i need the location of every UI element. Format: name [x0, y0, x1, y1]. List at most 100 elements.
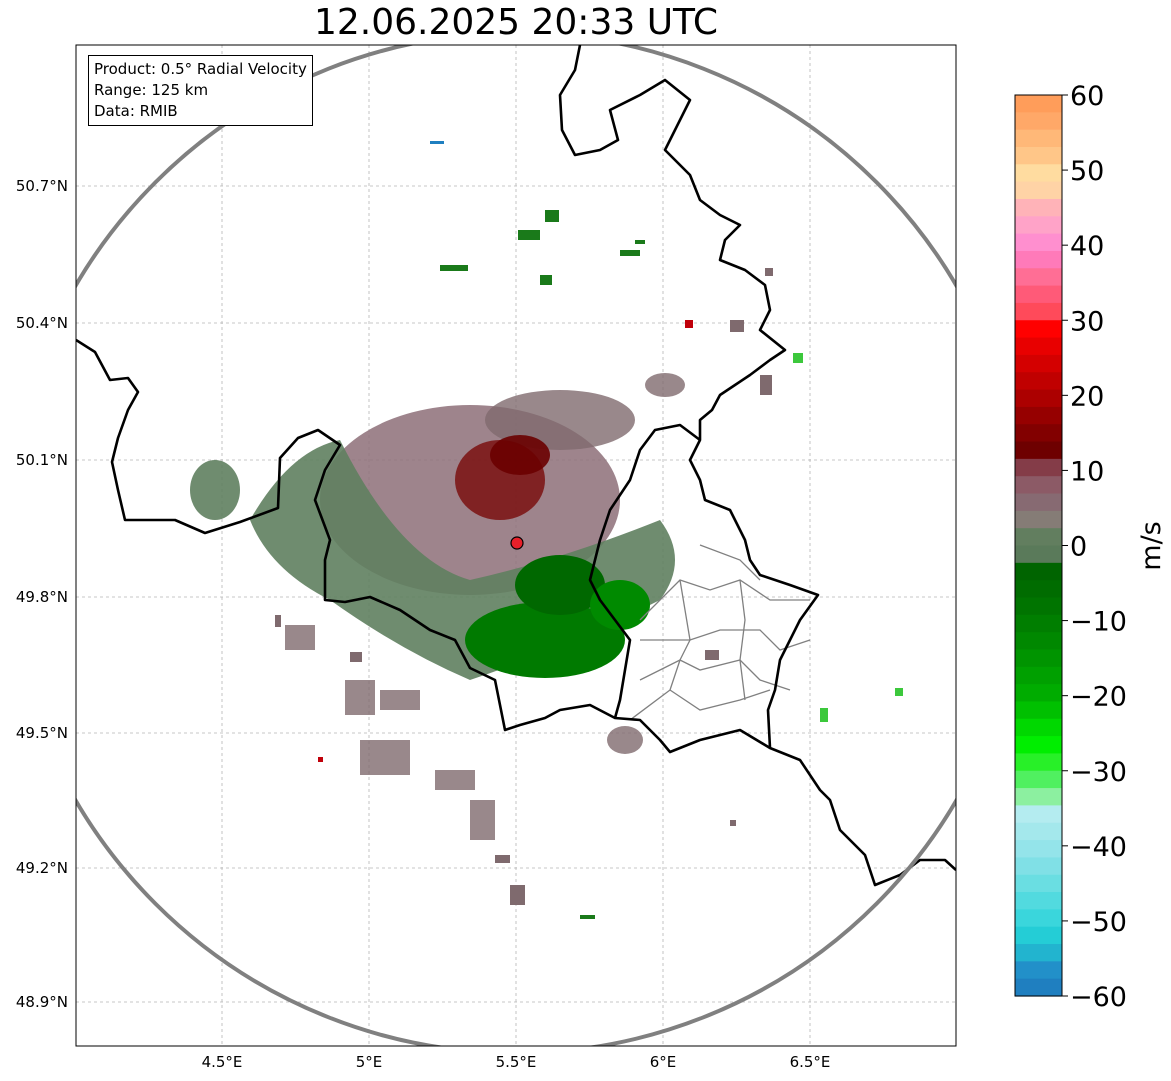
- longitude-axis: 4.5°E 5°E 5.5°E 6°E 6.5°E: [202, 1053, 831, 1071]
- colorbar-band: [1015, 510, 1062, 529]
- product-info-box: Product: 0.5° Radial Velocity Range: 125…: [88, 55, 313, 126]
- lon-tick-label: 6°E: [650, 1053, 677, 1071]
- colorbar-tick-label: 30: [1070, 306, 1104, 337]
- echo-clutter: [635, 240, 645, 244]
- lat-tick-label: 49.8°N: [16, 588, 68, 606]
- colorbar: 60 50 40 30 20 10 0 −10 −20 −30 −40 −50 −60 m/s: [1014, 81, 1167, 1013]
- colorbar-band: [1015, 476, 1062, 495]
- colorbar-band: [1015, 424, 1062, 443]
- colorbar-band: [1015, 268, 1062, 287]
- echo-clutter: [705, 650, 719, 660]
- echo-clutter: [430, 141, 444, 144]
- figure-title: 12.06.2025 20:33 UTC: [313, 2, 719, 43]
- colorbar-band: [1015, 909, 1062, 928]
- echo-clutter: [820, 708, 828, 722]
- colorbar-band: [1015, 389, 1062, 408]
- colorbar-band: [1015, 164, 1062, 183]
- echo-clutter: [350, 652, 362, 662]
- echo-approaching-region: [190, 460, 240, 520]
- echo-clutter: [510, 885, 525, 905]
- echo-clutter: [730, 820, 736, 826]
- colorbar-band: [1015, 493, 1062, 512]
- echo-strong-approaching: [465, 602, 625, 678]
- colorbar-band: [1015, 736, 1062, 755]
- colorbar-band: [1015, 857, 1062, 876]
- echo-clutter: [620, 250, 640, 256]
- colorbar-tick-label: 60: [1070, 81, 1104, 112]
- lat-tick-label: 48.9°N: [16, 993, 68, 1011]
- colorbar-tick-label: 0: [1070, 532, 1087, 563]
- velocity-echoes: [190, 141, 903, 919]
- admin-border-line: [699, 544, 761, 581]
- colorbar-band: [1015, 892, 1062, 910]
- colorbar-band: [1015, 545, 1062, 564]
- echo-clutter: [765, 268, 773, 276]
- echo-strong-receding: [490, 435, 550, 475]
- lat-tick-label: 50.7°N: [16, 177, 68, 195]
- colorbar-tick-label: 50: [1070, 156, 1104, 187]
- colorbar-band: [1015, 666, 1062, 685]
- echo-clutter: [545, 210, 559, 222]
- colorbar-tick-label: −40: [1070, 832, 1127, 863]
- echo-clutter: [470, 800, 495, 840]
- colorbar-band: [1015, 146, 1062, 165]
- colorbar-band: [1015, 597, 1062, 616]
- echo-clutter: [360, 740, 410, 775]
- colorbar-tick-label: 40: [1070, 231, 1104, 262]
- country-borders: [76, 45, 956, 887]
- colorbar-band: [1015, 840, 1062, 858]
- map-frame: [75, 44, 957, 1047]
- echo-clutter: [318, 757, 323, 762]
- echo-clutter: [345, 680, 375, 715]
- colorbar-band: [1015, 112, 1062, 131]
- colorbar-tick-label: 20: [1070, 381, 1104, 412]
- colorbar-band: [1015, 632, 1062, 651]
- colorbar-band: [1015, 302, 1062, 321]
- colorbar-band: [1015, 684, 1062, 703]
- echo-clutter: [540, 275, 552, 285]
- colorbar-band: [1015, 961, 1062, 980]
- colorbar-band: [1015, 129, 1062, 148]
- colorbar-unit-label: m/s: [1136, 521, 1167, 570]
- lon-tick-label: 5.5°E: [496, 1053, 537, 1071]
- admin-border-line: [629, 689, 771, 721]
- colorbar-band: [1015, 250, 1062, 269]
- colorbar-band: [1015, 580, 1062, 599]
- echo-clutter: [440, 265, 468, 271]
- colorbar-tick-label: 10: [1070, 456, 1104, 487]
- colorbar-band: [1015, 788, 1062, 807]
- colorbar-band: [1015, 822, 1062, 841]
- echo-clutter: [580, 915, 595, 919]
- colorbar-band: [1015, 181, 1062, 200]
- echo-clutter: [685, 320, 693, 328]
- colorbar-band: [1015, 406, 1062, 425]
- echo-clutter: [793, 353, 803, 363]
- colorbar-tick-label: −30: [1070, 757, 1127, 788]
- lat-tick-label: 50.1°N: [16, 451, 68, 469]
- colorbar-band: [1015, 926, 1062, 945]
- colorbar-band: [1015, 701, 1062, 720]
- admin-borders: [629, 544, 811, 721]
- colorbar-tick-label: −50: [1070, 907, 1127, 938]
- echo-clutter: [380, 690, 420, 710]
- echo-receding-region: [645, 373, 685, 397]
- echo-strong-approaching: [515, 555, 605, 615]
- admin-border-line: [669, 579, 691, 691]
- colorbar-bands: [1015, 95, 1062, 997]
- product-info-range: Range: 125 km: [94, 81, 209, 99]
- colorbar-band: [1015, 649, 1062, 668]
- colorbar-band: [1015, 458, 1062, 477]
- echo-clutter: [275, 615, 281, 627]
- lon-tick-label: 5°E: [356, 1053, 383, 1071]
- colorbar-tick-label: −10: [1070, 607, 1127, 638]
- colorbar-band: [1015, 562, 1062, 581]
- echo-clutter: [495, 855, 510, 863]
- colorbar-band: [1015, 805, 1062, 824]
- colorbar-tick-label: −20: [1070, 682, 1127, 713]
- colorbar-band: [1015, 337, 1062, 356]
- colorbar-band: [1015, 233, 1062, 252]
- echo-clutter: [730, 320, 744, 332]
- colorbar-band: [1015, 372, 1062, 391]
